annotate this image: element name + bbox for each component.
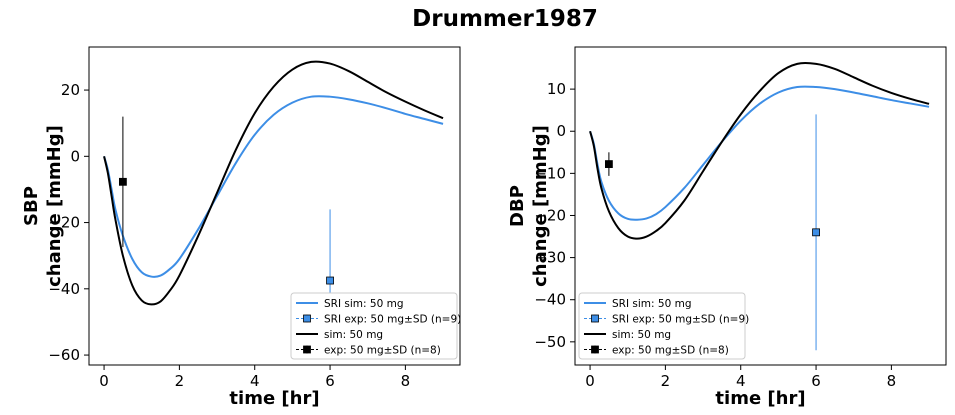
chart2-y-tick-label: −10: [534, 164, 566, 182]
chart2-plot-frame: [574, 46, 947, 366]
chart2-legend-marker: [591, 345, 599, 354]
dbp-chart: 0 2 4 6 8 −50 −40 −30 −20 −10 0 10 time [hr] DBP chang…: [507, 46, 947, 409]
chart1-series-sim-line: [103, 60, 444, 306]
figure-title: Drummer1987: [412, 6, 598, 32]
chart1-plot-frame: [88, 46, 461, 366]
chart2-y-axis-label: DBP: [507, 185, 528, 227]
chart2-x-tick-label: 6: [811, 372, 821, 390]
chart1-x-tick-label: 8: [401, 372, 411, 390]
chart2-y-tick-label: −20: [534, 206, 566, 224]
chart2-legend-label: exp: 50 mg±SD (n=8): [612, 345, 729, 357]
chart1-legend-label: SRI exp: 50 mg±SD (n=9): [324, 314, 461, 326]
chart1-legend-marker: [303, 345, 311, 354]
chart1-y-tick-label: 0: [70, 147, 80, 165]
chart1-exp-point: [118, 177, 127, 186]
chart1-legend-marker: [303, 314, 311, 323]
chart2-sri-exp-point: [812, 228, 820, 237]
chart2-y-tick-label: 0: [556, 122, 566, 140]
chart1-legend-label: SRI sim: 50 mg: [324, 298, 403, 310]
chart1-x-tick-label: 6: [325, 372, 335, 390]
chart2-legend-frame: [578, 292, 746, 360]
chart1-legend: SRI sim: 50 mg SRI exp: 50 mg±SD (n=9) sim…: [290, 292, 461, 360]
chart2-x-tick-label: 2: [661, 372, 671, 390]
chart2-y-tick-label: −30: [534, 249, 566, 267]
chart2-series-sri-sim-line: [589, 85, 930, 221]
chart2-y-tick-label: 10: [547, 80, 566, 98]
chart1-x-tick-label: 0: [99, 372, 109, 390]
chart2-legend-marker: [591, 314, 599, 323]
sbp-chart: 0 2 4 6 8 −60 −40 −20 0 20 time [hr] SBP change [mmH…: [21, 46, 461, 409]
chart2-y-tick-label: −40: [534, 291, 566, 309]
chart2-x-tick-label: 0: [585, 372, 595, 390]
chart1-y-tick-label: 20: [61, 81, 80, 99]
chart1-y-tick-label: −60: [48, 346, 80, 364]
chart2-series-sim-line: [589, 61, 930, 240]
chart1-x-axis-label: time [hr]: [229, 388, 319, 409]
chart2-legend-label: SRI sim: 50 mg: [612, 298, 691, 310]
chart2-legend-label: sim: 50 mg: [612, 329, 671, 341]
chart2-y-tick-label: −50: [534, 333, 566, 351]
chart2-legend: SRI sim: 50 mg SRI exp: 50 mg±SD (n=9) sim…: [578, 292, 749, 360]
chart1-x-tick-label: 2: [175, 372, 185, 390]
chart1-y-tick-label: −40: [48, 280, 80, 298]
chart2-x-axis-label: time [hr]: [715, 388, 805, 409]
chart1-legend-label: sim: 50 mg: [324, 329, 383, 341]
chart2-y-axis-label: change [mmHg]: [530, 125, 551, 287]
chart2-exp-point: [604, 160, 613, 168]
chart1-x-tick-label: 4: [250, 372, 260, 390]
chart2-x-tick-label: 8: [887, 372, 897, 390]
chart1-y-axis-label: change [mmHg]: [44, 125, 65, 287]
chart2-legend-label: SRI exp: 50 mg±SD (n=9): [612, 314, 749, 326]
chart1-y-tick-label: −20: [48, 214, 80, 232]
chart1-legend-label: exp: 50 mg±SD (n=8): [324, 345, 441, 357]
chart1-sri-exp-point: [326, 276, 334, 285]
chart2-x-tick-label: 4: [736, 372, 746, 390]
chart1-legend-frame: [290, 292, 458, 360]
chart1-y-axis-label: SBP: [21, 186, 42, 226]
chart1-series-sri-sim-line: [103, 95, 444, 278]
